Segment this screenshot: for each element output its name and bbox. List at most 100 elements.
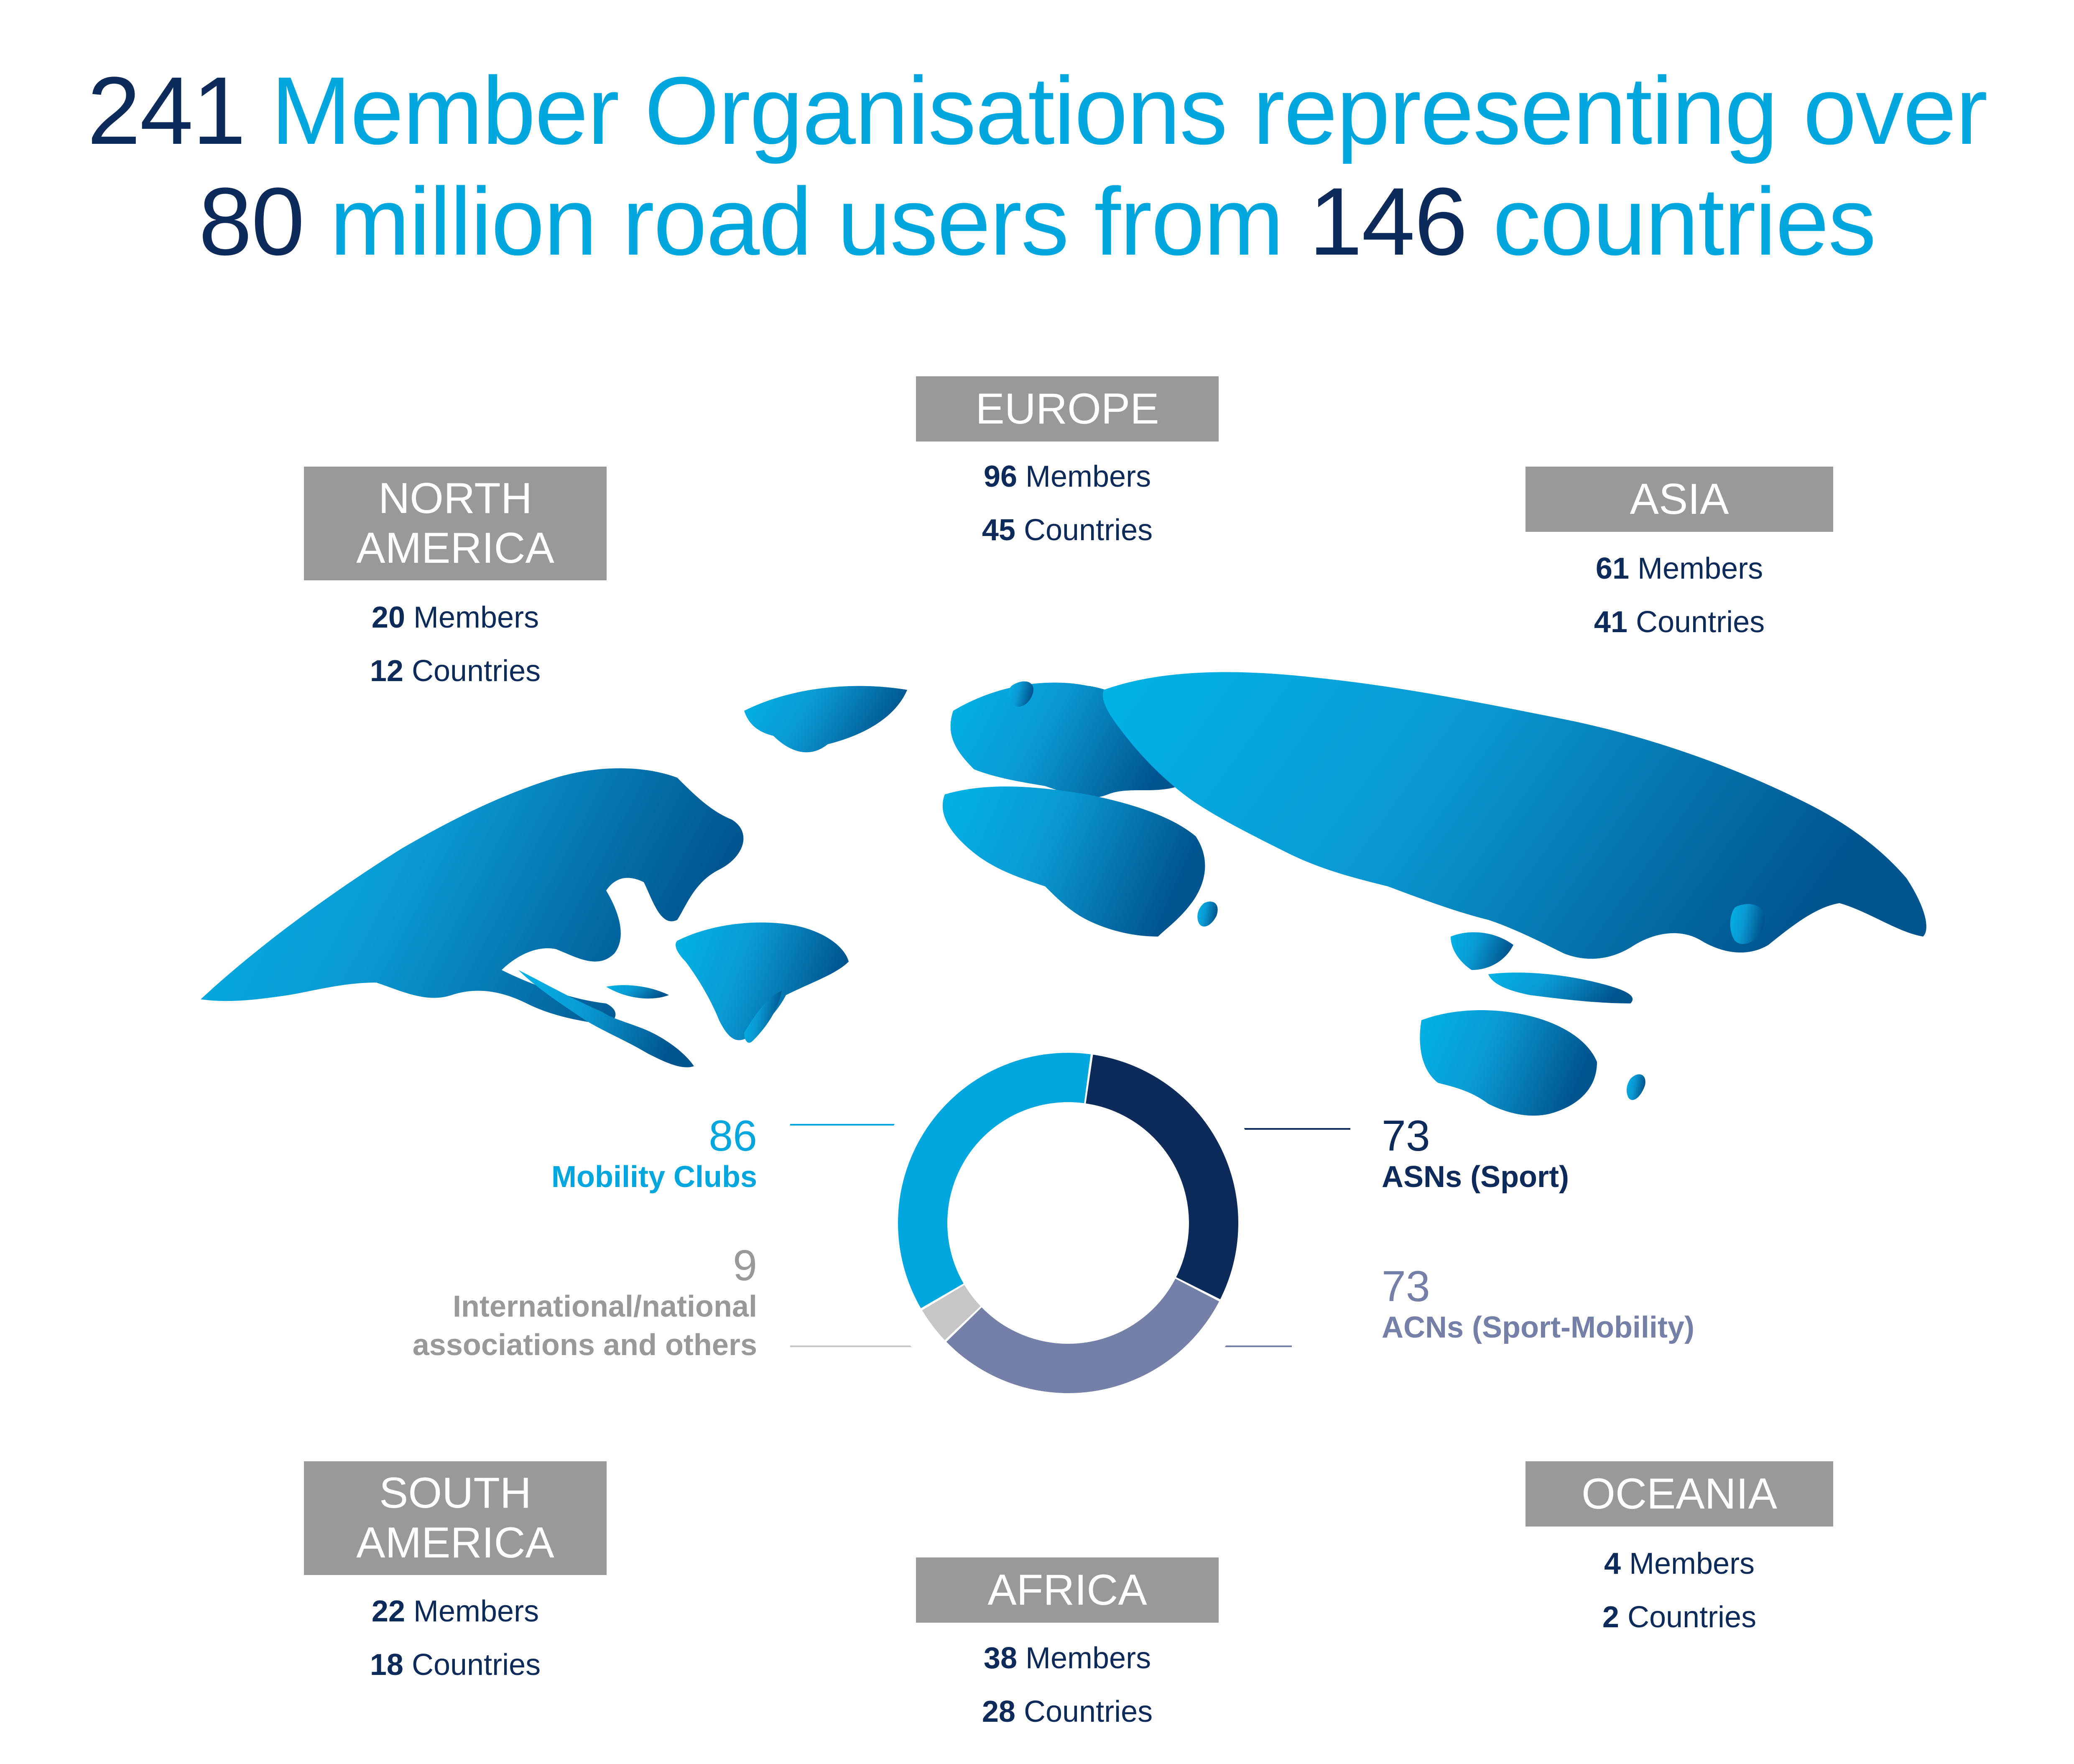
- north-america-countries-label: Countries: [411, 654, 541, 688]
- asia-members-label: Members: [1638, 552, 1763, 585]
- europe-members: 96 Members: [916, 450, 1219, 503]
- mobility-clubs-label: Mobility Clubs: [551, 1160, 757, 1194]
- region-stats-north-america: 20 Members 12 Countries: [304, 591, 607, 698]
- oceania-countries-count: 2: [1602, 1601, 1619, 1634]
- south-america-members-label: Members: [413, 1595, 539, 1628]
- north-america-shape: [201, 768, 744, 1024]
- mobility-clubs-value: 86: [709, 1112, 757, 1160]
- region-stats-south-america: 22 Members 18 Countries: [304, 1585, 607, 1692]
- asia-shape: [1103, 672, 1926, 959]
- asns-label: ASNs (Sport): [1382, 1160, 1569, 1194]
- international-value: 9: [733, 1241, 757, 1290]
- category-acns: 73 ACNs (Sport-Mobility): [1382, 1265, 1842, 1347]
- continent-shapes: [201, 672, 1926, 1116]
- region-box-oceania: OCEANIA: [1526, 1461, 1833, 1527]
- oceania-countries: 2 Countries: [1526, 1590, 1833, 1644]
- caribbean-shape: [606, 985, 669, 999]
- southeast-asia-shape: [1451, 932, 1513, 970]
- uk-shape: [1008, 681, 1033, 707]
- acns-value: 73: [1382, 1262, 1430, 1311]
- category-international: 9 International/national associations an…: [297, 1244, 757, 1364]
- asia-members: 61 Members: [1526, 542, 1833, 595]
- new-zealand-shape: [1626, 1074, 1645, 1100]
- donut-segment-acn: [946, 1278, 1219, 1393]
- headline-line-2: 80 million road users from 146 countries: [0, 174, 2074, 270]
- south-america-countries-count: 18: [370, 1648, 403, 1682]
- region-name-north-america-1: NORTH: [378, 474, 532, 523]
- region-box-north-america: NORTH AMERICA: [304, 467, 607, 580]
- europe-members-count: 96: [983, 460, 1017, 493]
- asns-value: 73: [1382, 1112, 1430, 1160]
- africa-countries-label: Countries: [1023, 1695, 1153, 1728]
- headline-text-1: Member Organisations representing over: [271, 57, 1987, 164]
- north-america-countries: 12 Countries: [304, 644, 607, 698]
- international-label-1: International/national: [452, 1290, 757, 1323]
- leader-line-intl: [790, 1333, 921, 1347]
- region-stats-africa: 38 Members 28 Countries: [916, 1631, 1219, 1738]
- headline-text-3: countries: [1492, 168, 1876, 275]
- north-america-members: 20 Members: [304, 591, 607, 644]
- region-name-asia: ASIA: [1630, 475, 1729, 523]
- region-name-africa: AFRICA: [987, 1565, 1147, 1614]
- europe-countries-count: 45: [982, 513, 1015, 547]
- region-stats-oceania: 4 Members 2 Countries: [1526, 1537, 1833, 1644]
- region-name-europe: EUROPE: [975, 384, 1159, 433]
- acns-label: ACNs (Sport-Mobility): [1382, 1311, 1694, 1344]
- oceania-countries-label: Countries: [1627, 1601, 1757, 1634]
- headline-road-users-count: 80: [199, 168, 305, 275]
- africa-countries-count: 28: [982, 1695, 1015, 1728]
- member-type-donut: [898, 1053, 1238, 1393]
- asia-countries: 41 Countries: [1526, 595, 1833, 649]
- donut-segment-intl: [922, 1284, 981, 1340]
- category-asns: 73 ASNs (Sport): [1382, 1114, 1758, 1196]
- europe-members-label: Members: [1026, 460, 1151, 493]
- region-box-asia: ASIA: [1526, 467, 1833, 532]
- region-stats-asia: 61 Members 41 Countries: [1526, 542, 1833, 649]
- region-name-oceania: OCEANIA: [1581, 1469, 1778, 1518]
- donut-segment-asn: [1085, 1054, 1238, 1299]
- south-america-tip-shape: [744, 991, 782, 1043]
- north-america-countries-count: 12: [370, 654, 403, 688]
- international-label-2: associations and others: [412, 1328, 757, 1362]
- region-box-europe: EUROPE: [916, 376, 1219, 442]
- australia-shape: [1420, 1010, 1597, 1116]
- region-name-south-america-1: SOUTH: [379, 1469, 531, 1518]
- region-box-south-america: SOUTH AMERICA: [304, 1461, 607, 1575]
- region-box-africa: AFRICA: [916, 1557, 1219, 1623]
- europe-countries-label: Countries: [1023, 513, 1153, 547]
- region-name-north-america-2: AMERICA: [356, 524, 554, 572]
- south-america-members: 22 Members: [304, 1585, 607, 1638]
- africa-members-count: 38: [983, 1641, 1017, 1675]
- headline-text-2: million road users from: [329, 168, 1284, 275]
- north-america-members-count: 20: [371, 601, 405, 634]
- oceania-members-count: 4: [1604, 1547, 1621, 1580]
- headline-country-count: 146: [1309, 168, 1468, 275]
- indonesia-shape: [1488, 973, 1633, 1003]
- oceania-members: 4 Members: [1526, 1537, 1833, 1590]
- asia-countries-count: 41: [1594, 605, 1628, 639]
- region-name-south-america-2: AMERICA: [356, 1519, 554, 1567]
- headline-member-count: 241: [87, 57, 246, 164]
- south-america-members-count: 22: [371, 1595, 405, 1628]
- madagascar-shape: [1197, 901, 1218, 927]
- europe-countries: 45 Countries: [916, 503, 1219, 557]
- south-america-countries-label: Countries: [411, 1648, 541, 1682]
- africa-members: 38 Members: [916, 1631, 1219, 1685]
- africa-countries: 28 Countries: [916, 1685, 1219, 1738]
- category-mobility-clubs: 86 Mobility Clubs: [381, 1114, 757, 1196]
- oceania-members-label: Members: [1629, 1547, 1755, 1580]
- greenland-shape: [744, 686, 907, 753]
- south-america-shape: [676, 922, 849, 1040]
- africa-members-label: Members: [1026, 1641, 1151, 1675]
- japan-shape: [1730, 904, 1765, 944]
- region-stats-europe: 96 Members 45 Countries: [916, 450, 1219, 557]
- north-america-members-label: Members: [413, 601, 539, 634]
- africa-shape: [942, 786, 1205, 937]
- central-america-shape: [518, 970, 694, 1067]
- donut-segment-mobility: [898, 1053, 1091, 1308]
- south-america-countries: 18 Countries: [304, 1638, 607, 1692]
- headline-line-1: 241 Member Organisations representing ov…: [0, 63, 2074, 159]
- asia-countries-label: Countries: [1635, 605, 1765, 639]
- asia-members-count: 61: [1595, 552, 1629, 585]
